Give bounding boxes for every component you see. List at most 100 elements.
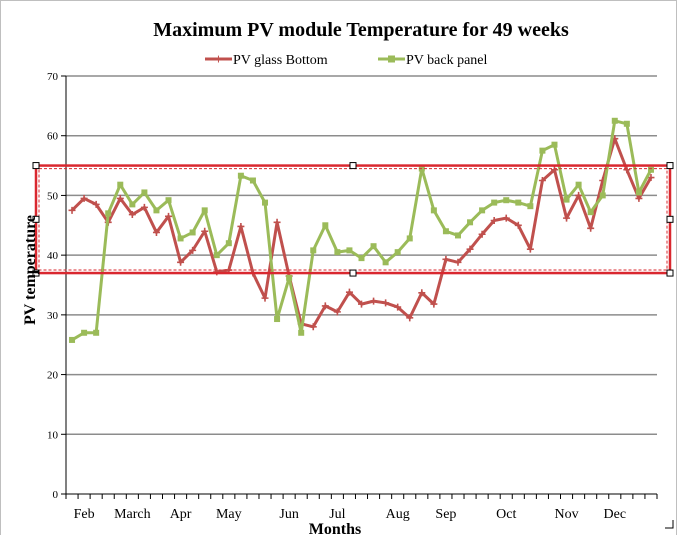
legend-label-back-panel: PV back panel: [406, 53, 487, 68]
selection-highlight-box[interactable]: [32, 162, 674, 529]
data-point: [647, 174, 655, 182]
legend: + PV glass Bottom PV back panel: [205, 51, 487, 68]
legend-item-back-panel: PV back panel: [378, 53, 487, 68]
resize-handle[interactable]: [666, 215, 674, 223]
chart-title: Maximum PV module Temperature for 49 wee…: [153, 19, 569, 41]
x-tick-label: Jun: [279, 507, 298, 522]
data-point: [213, 252, 220, 259]
resize-handle[interactable]: [349, 269, 357, 277]
data-point: [225, 240, 232, 247]
data-point: [454, 232, 461, 239]
resize-handle[interactable]: [349, 162, 357, 170]
data-point: [551, 141, 558, 148]
data-point: [165, 197, 172, 204]
data-point: [201, 227, 209, 235]
resize-handle[interactable]: [32, 269, 40, 277]
data-point: [333, 308, 341, 316]
data-point: [587, 224, 595, 232]
data-point: [370, 243, 377, 250]
data-point: [490, 217, 498, 225]
y-tick-label: 0: [53, 489, 59, 501]
data-point: [309, 323, 317, 331]
data-point: [249, 177, 256, 184]
data-point: [599, 192, 606, 199]
data-point: [346, 247, 353, 254]
x-tick-label: Jul: [329, 507, 345, 522]
x-axis-title: Months: [309, 521, 361, 535]
data-point: [430, 207, 437, 214]
x-axis: Feb March Apr May Jun Jul Aug Sep Oct Nov Dec: [65, 493, 658, 522]
resize-handle[interactable]: [666, 269, 674, 277]
data-point: [550, 166, 558, 174]
data-point: [514, 221, 522, 229]
data-point: [273, 218, 281, 226]
data-point: [491, 199, 498, 206]
x-tick-label: Apr: [170, 507, 192, 522]
data-point: [563, 196, 570, 203]
data-point: [394, 249, 401, 256]
data-point: [623, 120, 630, 127]
data-point: [68, 206, 76, 214]
data-point: [105, 210, 112, 217]
data-point: [587, 209, 594, 216]
frame-resize-corner: [665, 520, 674, 529]
data-point: [298, 329, 305, 336]
data-point: [382, 299, 390, 307]
x-tick-label: Oct: [496, 507, 516, 522]
data-point: [237, 172, 244, 179]
data-point: [647, 166, 654, 173]
highlight-box-border: [34, 164, 672, 275]
data-point: [165, 212, 173, 220]
data-point: [189, 246, 197, 254]
resize-handle[interactable]: [32, 215, 40, 223]
data-point: [153, 207, 160, 214]
data-point: [575, 181, 582, 188]
data-point: [623, 166, 631, 174]
data-point: [177, 235, 184, 242]
x-tick-label: Dec: [604, 507, 627, 522]
data-point: [358, 255, 365, 262]
data-point: [358, 300, 365, 308]
resize-handle[interactable]: [32, 162, 40, 170]
data-point: [394, 303, 402, 311]
x-tick-label: Nov: [554, 507, 578, 522]
series-lines: [68, 117, 655, 343]
x-tick-label: March: [114, 507, 151, 522]
data-point: [345, 288, 353, 296]
y-tick-label: 50: [47, 190, 59, 202]
series-back-panel: [69, 117, 654, 343]
data-point: [442, 255, 450, 263]
data-point: [466, 245, 474, 253]
data-point: [370, 297, 378, 305]
data-point: [274, 316, 281, 323]
data-point: [261, 294, 269, 302]
data-point: [575, 191, 583, 199]
resize-handle[interactable]: [666, 162, 674, 170]
data-point: [478, 230, 486, 238]
data-point: [467, 219, 474, 226]
data-point: [418, 289, 426, 297]
y-tick-label: 40: [47, 250, 59, 262]
data-point: [69, 336, 76, 343]
data-point: [116, 194, 124, 202]
gridlines: [66, 75, 657, 436]
data-point: [406, 235, 413, 242]
data-point: [502, 214, 510, 222]
y-tick-label: 70: [47, 71, 59, 83]
data-point: [80, 194, 88, 202]
data-point: [321, 302, 329, 310]
data-point: [430, 300, 438, 308]
y-axis-title: PV temperature: [22, 215, 39, 325]
data-point: [442, 228, 449, 235]
x-tick-label: Aug: [386, 507, 410, 522]
data-point: [538, 177, 546, 184]
data-point: [406, 314, 414, 322]
data-point: [310, 247, 317, 254]
y-tick-label: 60: [47, 131, 59, 143]
data-point: [334, 249, 341, 256]
data-point: [140, 203, 148, 211]
x-tick-label: May: [216, 507, 242, 522]
data-point: [177, 258, 185, 266]
